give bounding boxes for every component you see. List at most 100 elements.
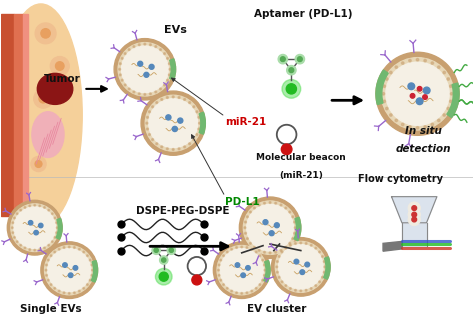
Circle shape — [172, 96, 174, 98]
Wedge shape — [170, 59, 175, 80]
Circle shape — [54, 287, 55, 289]
Circle shape — [294, 232, 296, 234]
Circle shape — [321, 256, 323, 257]
Circle shape — [119, 74, 121, 76]
Circle shape — [449, 85, 452, 88]
Wedge shape — [199, 112, 205, 134]
Circle shape — [285, 207, 287, 209]
Circle shape — [12, 232, 14, 234]
Circle shape — [382, 92, 385, 95]
Wedge shape — [56, 218, 62, 239]
Circle shape — [423, 95, 428, 99]
Circle shape — [390, 71, 392, 74]
Circle shape — [178, 118, 183, 123]
Circle shape — [323, 261, 325, 262]
Circle shape — [315, 247, 317, 249]
Circle shape — [169, 248, 173, 252]
Circle shape — [417, 87, 422, 91]
Circle shape — [294, 227, 296, 229]
Circle shape — [383, 85, 385, 88]
Circle shape — [121, 46, 168, 92]
Circle shape — [294, 289, 296, 291]
Circle shape — [424, 59, 427, 62]
Circle shape — [47, 279, 49, 281]
Circle shape — [28, 220, 33, 225]
Circle shape — [16, 241, 18, 242]
Ellipse shape — [32, 112, 64, 157]
Text: Tumor: Tumor — [44, 74, 81, 84]
Circle shape — [278, 256, 280, 257]
Circle shape — [289, 68, 294, 72]
Circle shape — [217, 246, 266, 295]
Circle shape — [87, 255, 88, 256]
Circle shape — [243, 201, 297, 255]
Circle shape — [144, 43, 146, 45]
Circle shape — [160, 256, 168, 264]
Wedge shape — [324, 257, 330, 279]
Circle shape — [254, 246, 255, 248]
Circle shape — [133, 91, 135, 93]
Circle shape — [289, 242, 291, 244]
Circle shape — [246, 292, 248, 294]
Circle shape — [73, 247, 75, 248]
Circle shape — [89, 279, 91, 281]
Circle shape — [227, 251, 228, 253]
Circle shape — [274, 223, 279, 228]
Circle shape — [55, 62, 64, 70]
Circle shape — [246, 266, 250, 270]
Circle shape — [272, 237, 330, 296]
Circle shape — [241, 293, 243, 294]
Circle shape — [79, 290, 80, 292]
Wedge shape — [376, 70, 388, 105]
Circle shape — [45, 269, 47, 271]
Circle shape — [280, 204, 282, 206]
Circle shape — [281, 57, 285, 62]
Circle shape — [385, 78, 388, 80]
Circle shape — [87, 284, 88, 285]
Circle shape — [241, 273, 246, 277]
Circle shape — [295, 54, 304, 64]
Circle shape — [269, 252, 271, 254]
Circle shape — [287, 66, 296, 75]
Polygon shape — [402, 223, 427, 246]
Text: EV cluster: EV cluster — [247, 304, 307, 314]
Circle shape — [431, 123, 434, 126]
Circle shape — [34, 249, 36, 251]
Circle shape — [390, 114, 392, 116]
Circle shape — [281, 281, 283, 283]
Circle shape — [438, 119, 440, 122]
Circle shape — [383, 100, 385, 103]
Circle shape — [154, 248, 158, 252]
Circle shape — [83, 251, 84, 253]
Circle shape — [255, 287, 257, 289]
Text: In situ: In situ — [405, 126, 442, 136]
Circle shape — [160, 88, 162, 90]
Circle shape — [282, 144, 292, 154]
Wedge shape — [91, 260, 98, 282]
Circle shape — [160, 49, 162, 51]
Circle shape — [408, 209, 420, 221]
Bar — [14, 14, 23, 216]
Circle shape — [172, 149, 174, 151]
Circle shape — [46, 275, 47, 276]
Circle shape — [275, 241, 326, 292]
Wedge shape — [294, 217, 301, 241]
Circle shape — [262, 279, 264, 281]
Circle shape — [44, 247, 46, 249]
Circle shape — [52, 213, 53, 215]
Circle shape — [34, 231, 38, 235]
Bar — [0, 14, 14, 216]
Circle shape — [416, 98, 423, 105]
Circle shape — [275, 202, 277, 204]
Text: (miR-21): (miR-21) — [279, 171, 323, 180]
Circle shape — [300, 242, 301, 244]
Circle shape — [408, 214, 420, 226]
Circle shape — [152, 246, 160, 255]
Circle shape — [31, 156, 46, 172]
Circle shape — [149, 99, 198, 148]
Circle shape — [124, 53, 126, 54]
Circle shape — [63, 292, 65, 294]
Circle shape — [39, 205, 41, 207]
Circle shape — [198, 128, 200, 130]
Circle shape — [275, 251, 277, 253]
